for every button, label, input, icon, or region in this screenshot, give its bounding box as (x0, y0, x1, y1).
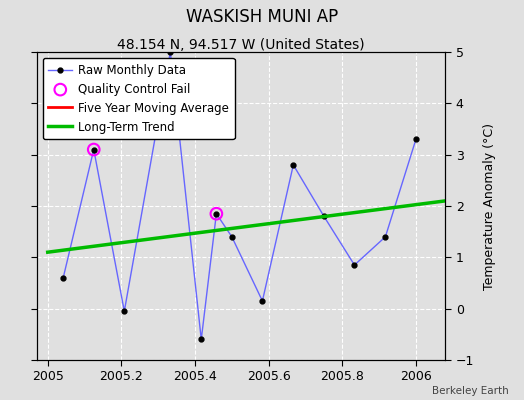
Raw Monthly Data (351, 263, 357, 268)
Raw Monthly Data (121, 309, 127, 314)
Legend: Raw Monthly Data, Quality Control Fail, Five Year Moving Average, Long-Term Tren: Raw Monthly Data, Quality Control Fail, … (42, 58, 235, 140)
Quality Control Fail (90, 146, 98, 153)
Raw Monthly Data (198, 337, 204, 342)
Raw Monthly Data (60, 276, 67, 280)
Raw Monthly Data (413, 137, 419, 142)
Text: WASKISH MUNI AP: WASKISH MUNI AP (186, 8, 338, 26)
Quality Control Fail (212, 210, 221, 217)
Raw Monthly Data (382, 234, 388, 239)
Raw Monthly Data (228, 234, 235, 239)
Raw Monthly Data (213, 211, 220, 216)
Raw Monthly Data (290, 162, 297, 167)
Text: Berkeley Earth: Berkeley Earth (432, 386, 508, 396)
Raw Monthly Data (91, 147, 97, 152)
Title: 48.154 N, 94.517 W (United States): 48.154 N, 94.517 W (United States) (117, 38, 365, 52)
Raw Monthly Data (167, 50, 173, 54)
Raw Monthly Data (321, 214, 327, 219)
Y-axis label: Temperature Anomaly (°C): Temperature Anomaly (°C) (483, 122, 496, 290)
Line: Raw Monthly Data: Raw Monthly Data (61, 50, 418, 342)
Raw Monthly Data (259, 298, 266, 303)
